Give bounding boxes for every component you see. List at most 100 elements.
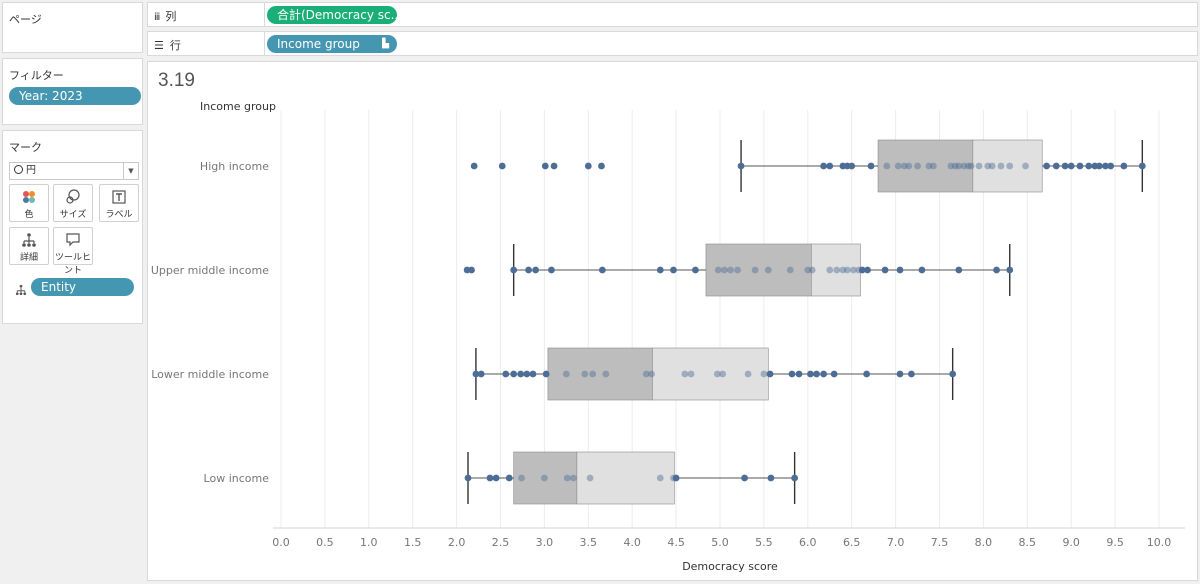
data-point <box>672 474 680 482</box>
data-point <box>914 162 921 170</box>
data-point <box>719 370 727 378</box>
data-point <box>1085 162 1093 170</box>
data-point <box>900 162 908 170</box>
data-point <box>510 266 518 274</box>
data-point <box>681 370 689 378</box>
data-point <box>529 370 537 378</box>
pages-card[interactable]: ページ <box>2 2 143 53</box>
data-point <box>648 370 655 378</box>
data-point <box>1107 162 1115 170</box>
data-point <box>734 266 741 274</box>
filter-pill-year[interactable]: Year: 2023 <box>9 87 141 105</box>
data-point <box>562 370 570 378</box>
data-point <box>808 266 816 274</box>
data-point <box>486 474 494 482</box>
data-point <box>472 370 480 378</box>
mark-label-button[interactable]: ラベル <box>99 184 139 222</box>
boxplot-chart[interactable]: 0.0 0.5 1.0 1.5 2.0 2.5 3.0 3.5 4.0 4.5 5.0 5.5 6.0 6… <box>148 62 1197 580</box>
detail-pill-entity[interactable]: Entity <box>31 278 134 296</box>
columns-pill-democracy-score[interactable]: 合計(Democracy sc.. <box>267 6 397 24</box>
x-tick-label: 2.0 <box>448 536 466 549</box>
data-point <box>804 266 812 274</box>
rows-pill-income-group[interactable]: Income group ▙ <box>267 35 397 53</box>
data-point <box>713 370 721 378</box>
box-lower <box>547 347 653 401</box>
data-point <box>542 370 550 378</box>
data-point <box>813 370 820 378</box>
data-point <box>764 266 772 274</box>
data-point <box>786 266 794 274</box>
mark-tooltip-label: ツールヒント <box>54 253 91 276</box>
data-point <box>760 370 768 378</box>
box-upper <box>576 451 675 505</box>
x-tick-label: 10.0 <box>1147 536 1172 549</box>
data-point <box>517 370 525 378</box>
box-upper <box>972 139 1043 193</box>
x-tick-label: 0.0 <box>272 536 290 549</box>
data-point <box>883 162 891 170</box>
data-point <box>850 266 857 274</box>
data-point <box>949 370 957 378</box>
mark-type-dropdown[interactable]: 円 ▼ <box>9 162 139 180</box>
mark-color-button[interactable]: 色 <box>9 184 49 222</box>
data-point <box>863 370 871 378</box>
data-point <box>541 162 549 170</box>
data-point <box>532 266 540 274</box>
data-point <box>975 162 983 170</box>
x-tick-label: 5.0 <box>711 536 729 549</box>
x-tick-label: 0.5 <box>316 536 334 549</box>
sheet-title: 3.19 <box>158 70 195 91</box>
data-point <box>767 474 775 482</box>
mark-color-label: 色 <box>24 210 34 220</box>
box-upper <box>652 347 769 401</box>
x-tick-label: 9.0 <box>1062 536 1080 549</box>
data-point <box>925 162 933 170</box>
rows-drop-zone[interactable]: Income group ▙ <box>264 32 1197 55</box>
row-header-title: Income group <box>200 100 276 113</box>
tooltip-icon <box>54 232 92 248</box>
data-point <box>492 474 500 482</box>
data-point <box>498 162 506 170</box>
data-point <box>1043 162 1051 170</box>
data-point <box>1061 162 1069 170</box>
data-point <box>586 474 594 482</box>
x-tick-label: 1.0 <box>360 536 378 549</box>
mark-size-label: サイズ <box>59 210 87 220</box>
data-point <box>602 370 610 378</box>
data-point <box>598 266 606 274</box>
data-point <box>1022 162 1029 170</box>
data-point <box>864 266 871 274</box>
data-point <box>1095 162 1103 170</box>
x-tick-label: 6.5 <box>843 536 861 549</box>
data-point <box>581 370 589 378</box>
data-point <box>967 162 975 170</box>
data-point <box>830 370 838 378</box>
mark-size-button[interactable]: サイズ <box>53 184 93 222</box>
mark-tooltip-button[interactable]: ツールヒント <box>53 227 93 276</box>
box-lower <box>877 139 974 193</box>
data-point <box>833 266 841 274</box>
rows-pill-label: Income group <box>277 37 360 51</box>
box-upper <box>811 243 861 297</box>
category-label: High income <box>200 160 269 173</box>
sort-descending-icon: ▙ <box>382 39 389 49</box>
data-point <box>1067 162 1075 170</box>
data-point <box>1052 162 1060 170</box>
data-point <box>470 162 478 170</box>
x-tick-label: 3.5 <box>580 536 598 549</box>
data-point <box>714 266 722 274</box>
data-point <box>510 370 518 378</box>
columns-icon: iii <box>154 12 160 23</box>
columns-drop-zone[interactable]: 合計(Democracy sc.. <box>264 3 1197 26</box>
data-point <box>947 162 955 170</box>
data-point <box>826 266 834 274</box>
data-point <box>955 266 963 274</box>
data-point <box>1138 162 1146 170</box>
data-point <box>477 370 485 378</box>
data-point <box>464 474 472 482</box>
mark-detail-button[interactable]: 詳細 <box>9 227 49 265</box>
data-point <box>997 162 1005 170</box>
data-point <box>955 162 963 170</box>
data-point <box>598 162 605 170</box>
data-point <box>951 162 959 170</box>
